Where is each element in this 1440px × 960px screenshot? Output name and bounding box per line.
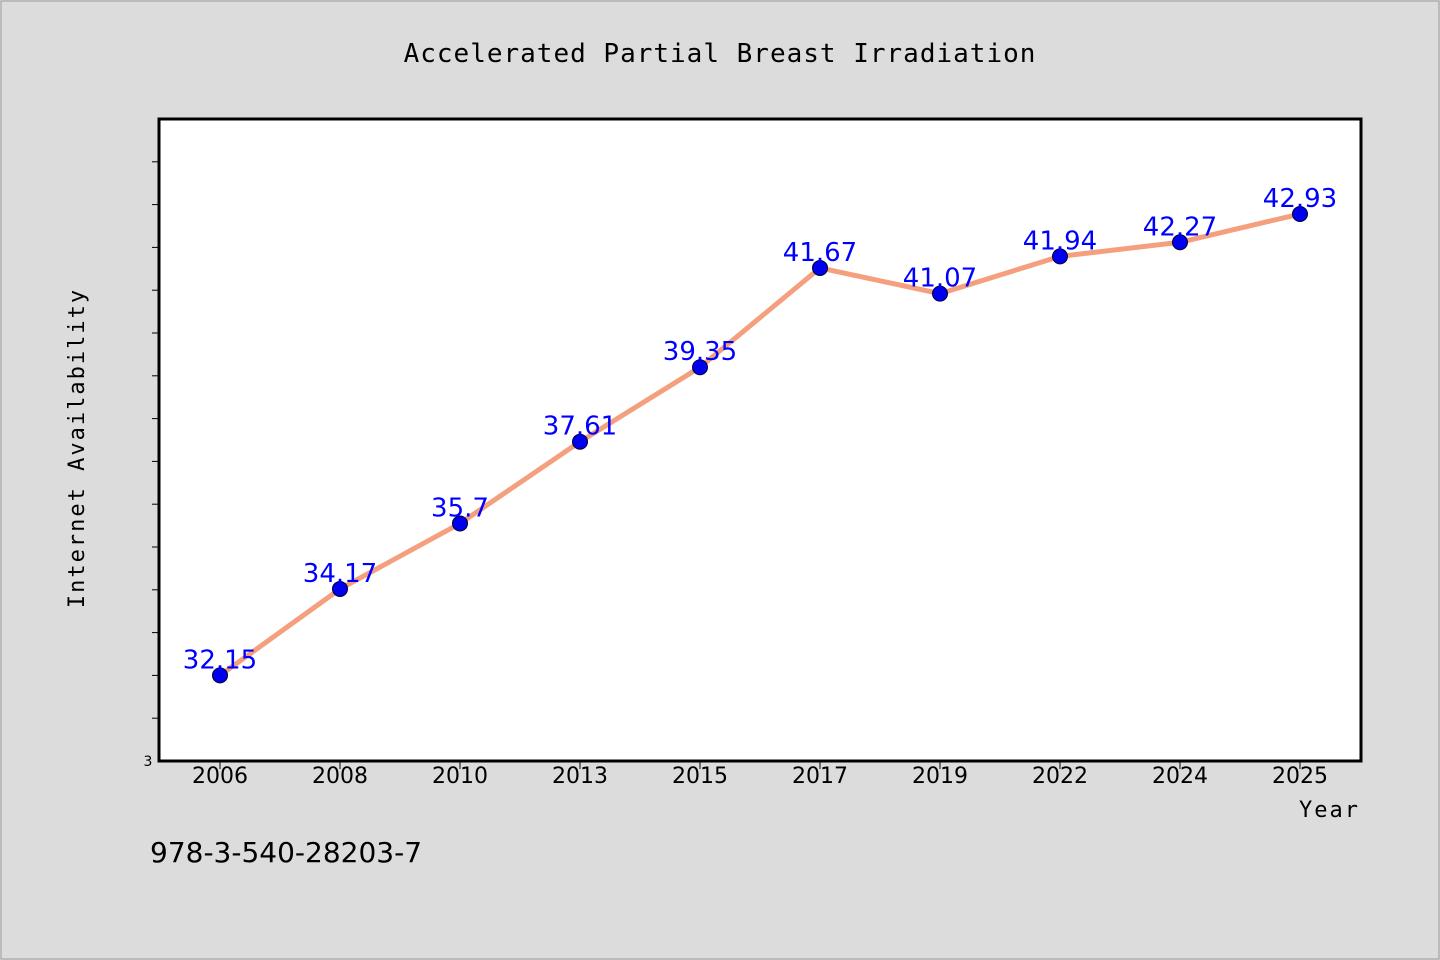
x-tick-label: 2013 <box>552 764 608 789</box>
data-label: 34.17 <box>303 559 377 589</box>
plot-area <box>157 117 1363 763</box>
data-point-marker <box>452 515 468 532</box>
y-axis-ticks <box>152 161 159 719</box>
data-label: 39.35 <box>663 337 737 367</box>
y-axis-label: Internet Availability <box>65 288 90 608</box>
data-point-marker <box>932 285 948 302</box>
x-axis-ticks: 2006 2008 2010 2013 2015 2017 2019 2022 2024 2025 <box>192 761 1328 789</box>
data-point-marker <box>1052 248 1068 265</box>
series-line <box>217 211 1303 678</box>
x-tick-label: 2022 <box>1032 764 1088 789</box>
x-tick-label: 2025 <box>1272 764 1328 789</box>
data-label: 32.15 <box>183 645 257 675</box>
y-tick-label: 3 <box>144 754 153 770</box>
x-axis-label: Year <box>1299 798 1360 823</box>
data-point-marker <box>1172 234 1188 251</box>
data-point-marker <box>692 359 708 376</box>
chart-title: Accelerated Partial Breast Irradiation <box>404 39 1037 69</box>
data-point-marker <box>212 667 228 684</box>
series-layer: 32.15 34.17 35.7 37.61 39.35 41.67 41.07 41.94 4… <box>183 184 1337 684</box>
data-point-marker <box>332 580 348 597</box>
data-label: 42.93 <box>1263 184 1337 214</box>
data-label: 42.27 <box>1143 212 1217 242</box>
data-label: 37.61 <box>543 412 617 442</box>
data-label: 41.07 <box>903 264 977 294</box>
x-tick-label: 2006 <box>192 764 248 789</box>
data-point-marker <box>572 433 588 450</box>
x-tick-label: 2010 <box>432 764 488 789</box>
x-tick-label: 2024 <box>1152 764 1208 789</box>
x-tick-label: 2017 <box>792 764 848 789</box>
data-label: 35.7 <box>431 493 489 523</box>
data-label: 41.67 <box>783 238 857 268</box>
data-label: 41.94 <box>1023 226 1097 256</box>
x-tick-label: 2019 <box>912 764 968 789</box>
data-point-marker <box>812 259 828 276</box>
data-point-marker <box>1292 206 1308 223</box>
x-tick-label: 2008 <box>312 764 368 789</box>
x-tick-label: 2015 <box>672 764 728 789</box>
footer-isbn-text: 978-3-540-28203-7 <box>150 836 422 869</box>
